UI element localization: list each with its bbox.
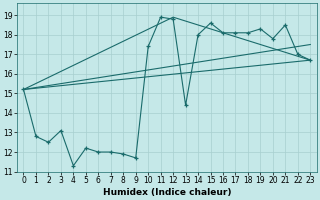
X-axis label: Humidex (Indice chaleur): Humidex (Indice chaleur) [103,188,231,197]
